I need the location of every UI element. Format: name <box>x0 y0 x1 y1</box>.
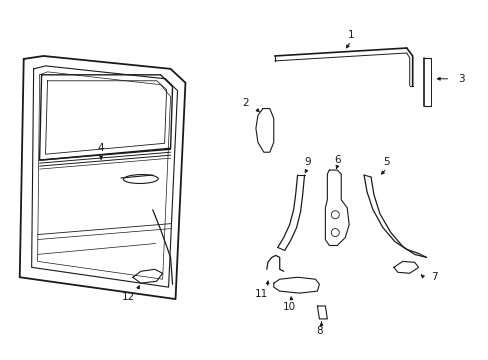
Text: 12: 12 <box>122 292 135 302</box>
Text: 8: 8 <box>315 326 322 336</box>
Text: 1: 1 <box>347 30 354 40</box>
Text: 10: 10 <box>283 302 296 312</box>
Text: 6: 6 <box>333 155 340 165</box>
Text: 3: 3 <box>457 74 464 84</box>
Text: 2: 2 <box>242 98 249 108</box>
Text: 11: 11 <box>255 289 268 299</box>
Text: 4: 4 <box>98 143 104 153</box>
Text: 9: 9 <box>304 157 310 167</box>
Text: 5: 5 <box>383 157 389 167</box>
Text: 7: 7 <box>430 272 437 282</box>
